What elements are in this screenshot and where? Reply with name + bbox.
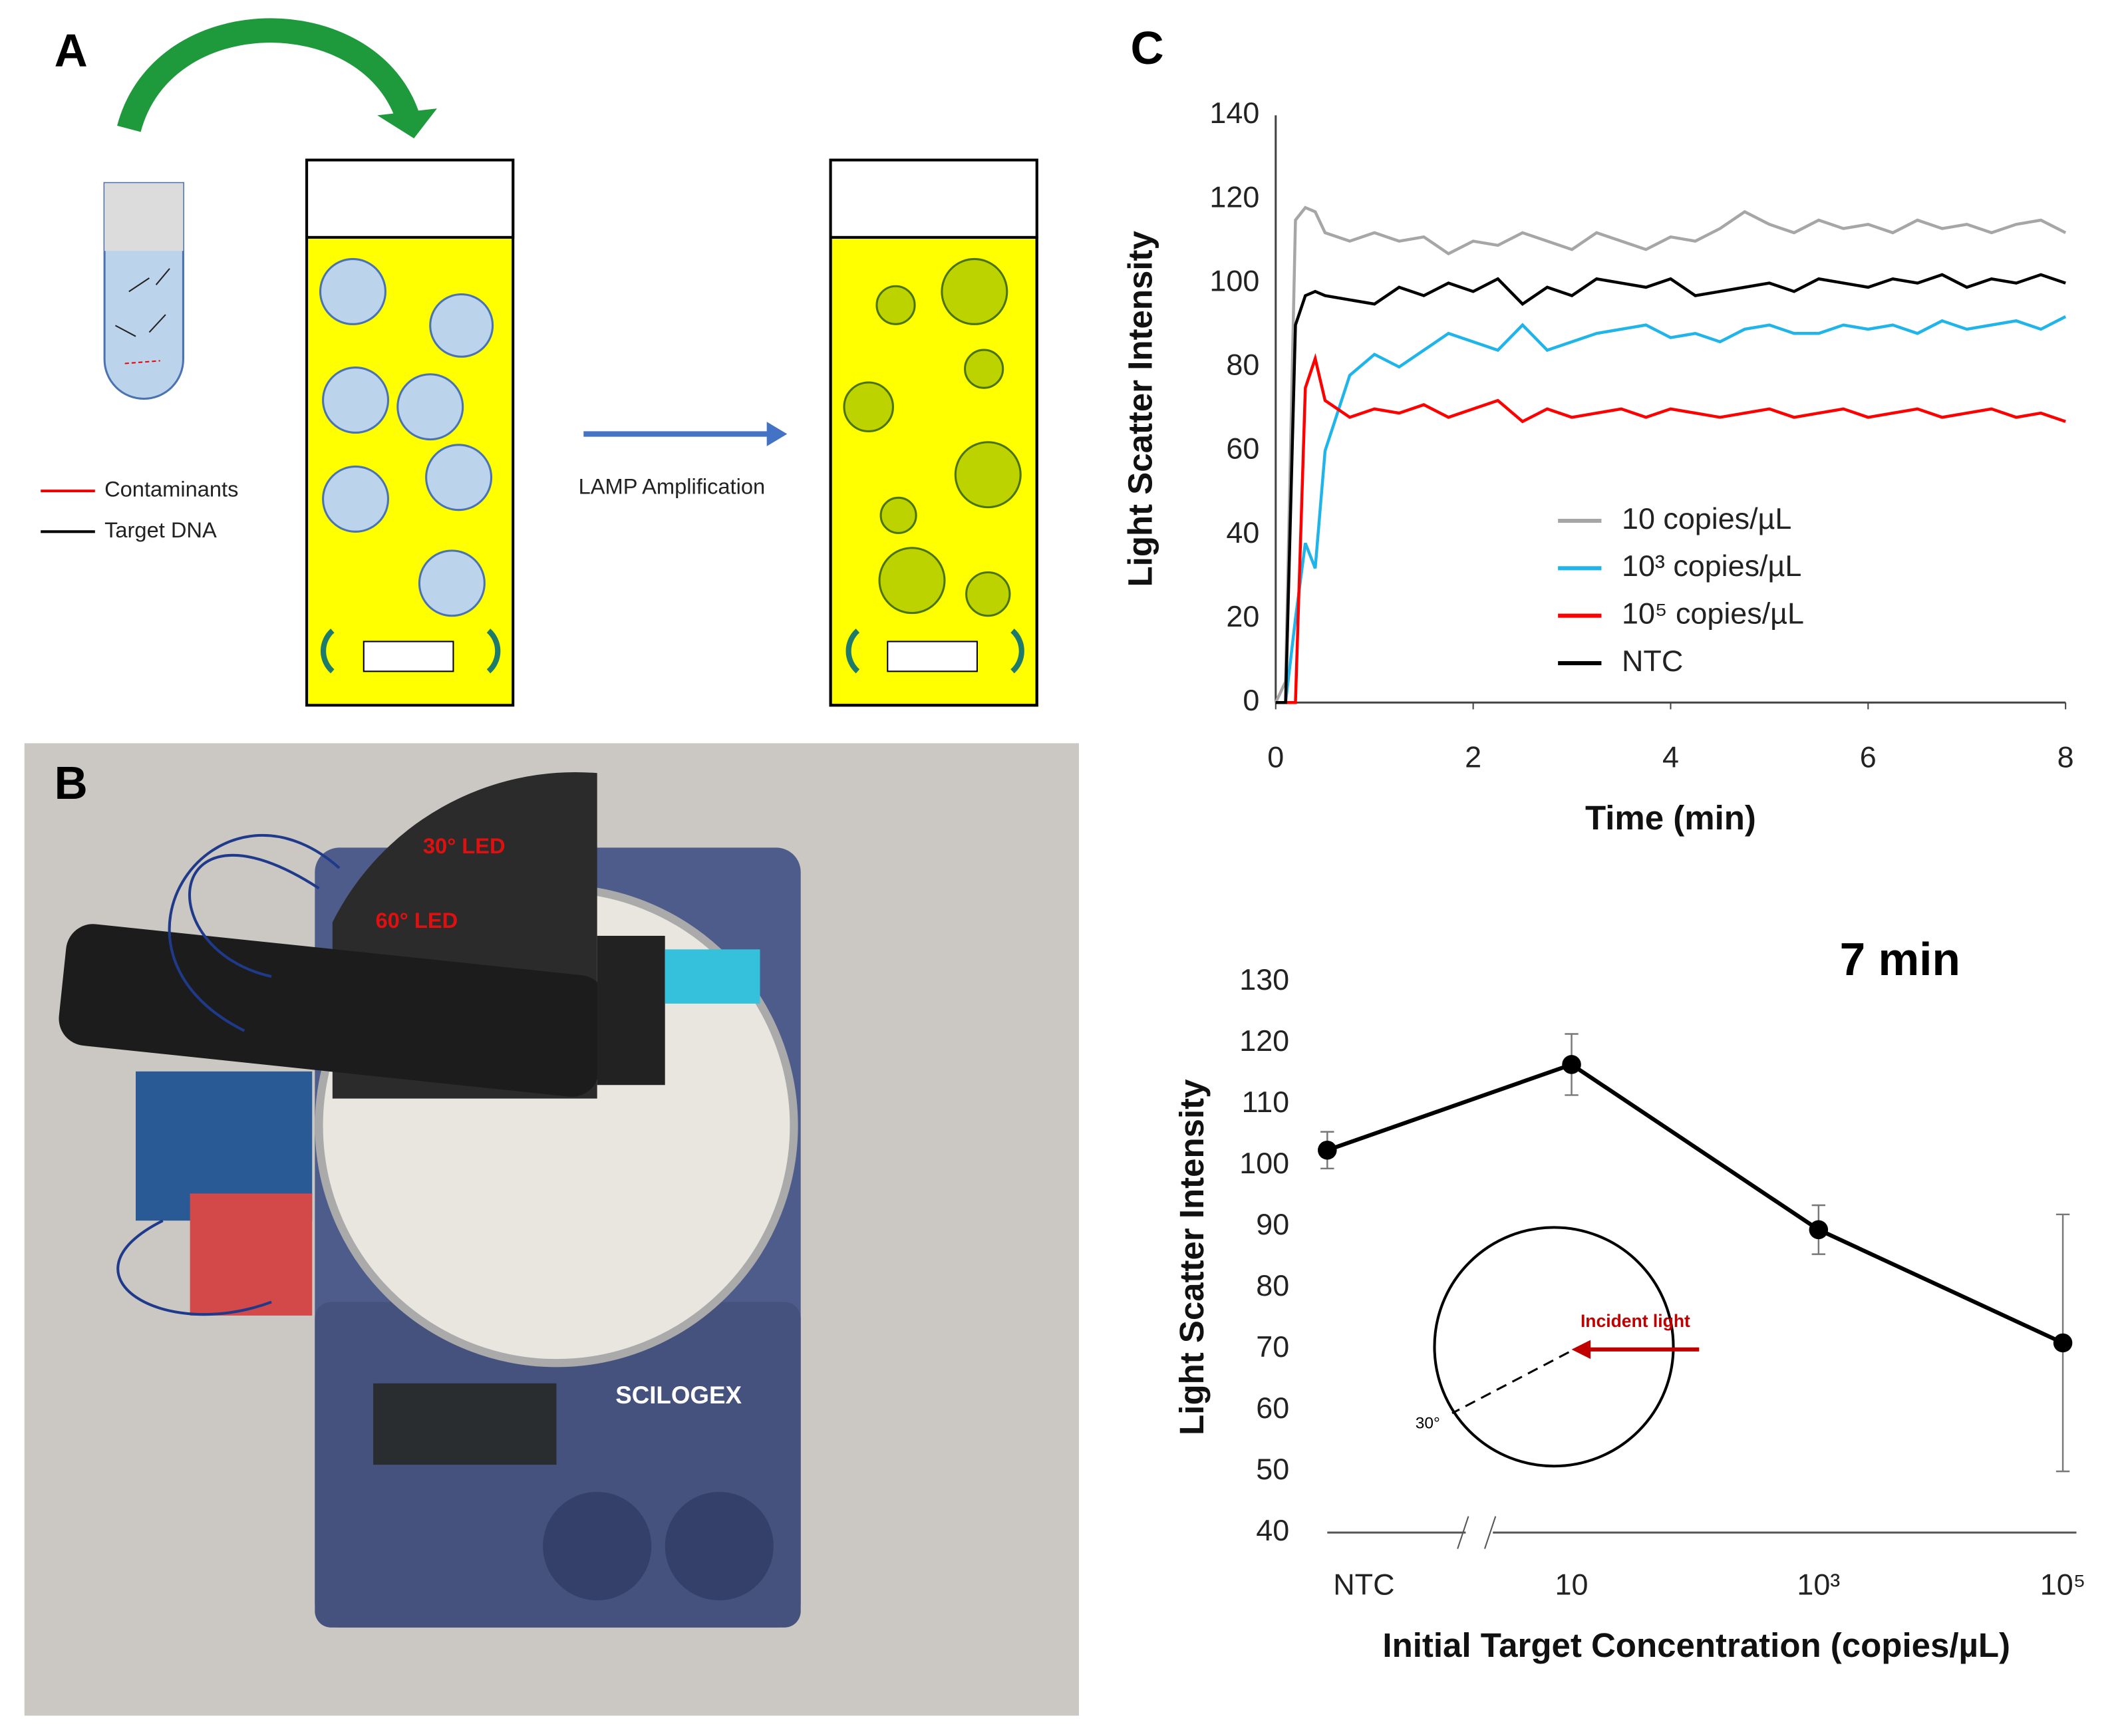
phone xyxy=(59,924,607,1097)
dna-strands xyxy=(114,268,170,337)
x-tick-label: 6 xyxy=(1860,740,1877,774)
y-tick-label: 120 xyxy=(1239,1024,1289,1058)
display xyxy=(373,1383,557,1465)
legend-label: 10³ copies/µL xyxy=(1622,549,1801,583)
panel-label: A xyxy=(55,25,88,76)
y-tick-label: 100 xyxy=(1209,263,1259,297)
cuvette-liquid xyxy=(829,235,1038,707)
stir-arrows xyxy=(845,629,1024,674)
y-tick-label: 40 xyxy=(1226,515,1259,549)
y-tick-label: 110 xyxy=(1242,1085,1290,1119)
series-line xyxy=(1275,315,2067,704)
series-line xyxy=(1275,353,2066,704)
data-point xyxy=(2053,1333,2073,1353)
chart-title: 7 min xyxy=(1840,933,1960,985)
series-line xyxy=(1326,1062,2064,1345)
y-tick-label: 40 xyxy=(1256,1513,1289,1547)
breadboard xyxy=(190,1193,313,1316)
stir-bar xyxy=(363,641,454,672)
y-tick-label: 20 xyxy=(1226,599,1259,633)
x-axis-title: Initial Target Concentration (copies/µL) xyxy=(1382,1626,2010,1664)
y-tick-label: 80 xyxy=(1226,348,1259,382)
x-tick-label: 0 xyxy=(1267,740,1284,774)
legend-label: NTC xyxy=(1622,644,1683,678)
y-tick-label: 70 xyxy=(1256,1330,1289,1364)
arrow-head xyxy=(766,422,788,446)
annotation: Incident light xyxy=(1581,1311,1690,1331)
legend-label: 10⁵ copies/µL xyxy=(1622,597,1804,631)
cuvette-top xyxy=(305,158,515,239)
panel-label: C xyxy=(1130,22,1163,74)
contaminant xyxy=(124,360,160,364)
annotation: 60° LED xyxy=(375,908,458,933)
annotation: 30° LED xyxy=(423,833,506,858)
axis-break xyxy=(1457,1516,1497,1549)
x-tick-label: 10³ xyxy=(1797,1568,1840,1602)
panel-b: 30° LED 60° LED SCILOGEX B xyxy=(24,743,1079,1716)
arrow-label: LAMP Amplification xyxy=(579,474,766,499)
stir-arrows xyxy=(321,629,501,674)
data-point xyxy=(1562,1055,1581,1074)
phone-clamp xyxy=(597,935,665,1085)
inset-circle xyxy=(1433,1226,1675,1468)
x-tick-label: 2 xyxy=(1465,740,1481,774)
legend-label: Target DNA xyxy=(104,517,217,542)
y-axis-title: Light Scatter Intensity xyxy=(1121,231,1159,587)
legend-label: 10 copies/µL xyxy=(1622,502,1791,535)
x-tick-label: 4 xyxy=(1662,740,1679,774)
cuvette-top xyxy=(829,158,1038,239)
y-tick-label: 100 xyxy=(1239,1146,1289,1180)
scatter-line xyxy=(1451,1351,1570,1415)
y-tick-label: 60 xyxy=(1226,432,1259,466)
y-tick-label: 130 xyxy=(1239,962,1289,996)
arrow-head xyxy=(377,108,437,138)
annotation: 30° xyxy=(1416,1414,1440,1432)
x-tick-label: NTC xyxy=(1333,1568,1394,1602)
wires xyxy=(116,834,341,1316)
y-tick-label: 80 xyxy=(1256,1268,1289,1302)
x-tick-label: 10 xyxy=(1555,1568,1589,1602)
y-axis-title: Light Scatter Intensity xyxy=(1173,1079,1211,1435)
y-tick-label: 0 xyxy=(1243,683,1259,717)
series-line xyxy=(1274,206,2067,704)
y-tick-label: 90 xyxy=(1256,1207,1289,1241)
cyan-mount xyxy=(665,949,760,1004)
transfer-arrow xyxy=(117,18,419,132)
x-tick-label: 8 xyxy=(2057,740,2074,774)
x-tick-label: 10⁵ xyxy=(2040,1568,2086,1602)
y-tick-label: 60 xyxy=(1256,1391,1289,1425)
x-axis-title: Time (min) xyxy=(1585,799,1756,837)
series-line xyxy=(1275,273,2066,704)
brand: SCILOGEX xyxy=(615,1381,742,1409)
knob xyxy=(543,1491,652,1601)
y-tick-label: 50 xyxy=(1256,1452,1289,1486)
y-tick-label: 140 xyxy=(1209,96,1259,130)
tube-air xyxy=(104,183,184,251)
legend-label: Contaminants xyxy=(104,477,238,502)
panel-a: A Contaminants Target DNA LAMP Amplifica… xyxy=(41,18,1038,707)
cuvette xyxy=(305,158,515,707)
arrow-head xyxy=(1571,1340,1591,1360)
y-tick-label: 120 xyxy=(1209,180,1259,214)
data-point xyxy=(1809,1220,1829,1240)
knob xyxy=(665,1491,774,1601)
data-point xyxy=(1318,1140,1337,1160)
panel-label: B xyxy=(55,757,88,809)
stir-bar xyxy=(887,641,978,672)
